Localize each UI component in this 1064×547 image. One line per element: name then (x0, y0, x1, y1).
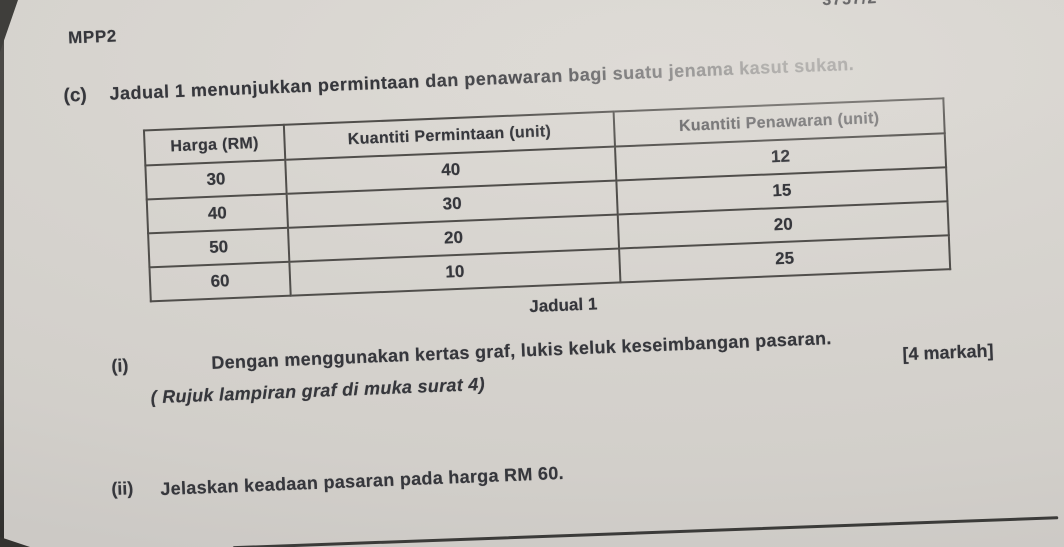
answer-line (232, 516, 1059, 547)
cell-harga: 60 (149, 261, 291, 302)
sub-question-ii-marker: (ii) (110, 478, 134, 500)
demand-supply-table: Harga (RM) Kuantiti Permintaan (unit) Ku… (143, 97, 951, 302)
cell-harga: 40 (146, 193, 288, 234)
sub-question-i-marker: (i) (110, 355, 129, 376)
marks-allocation: [4 markah] (902, 340, 994, 365)
cell-harga: 30 (145, 159, 287, 200)
sub-question-ii-text: Jelaskan keadaan pasaran pada harga RM 6… (159, 462, 565, 500)
question-c-marker: (c) (63, 84, 88, 107)
question-c-text: Jadual 1 menunjukkan permintaan dan pena… (109, 53, 855, 104)
graph-reference-note: ( Rujuk lampiran graf di muka surat 4) (150, 373, 486, 408)
jadual-1-table: Harga (RM) Kuantiti Permintaan (unit) Ku… (143, 97, 951, 302)
table-caption: Jadual 1 (528, 294, 598, 317)
paper-code-fragment: 3757/2 (822, 0, 878, 10)
sub-question-i-text: Dengan menggunakan kertas graf, lukis ke… (210, 328, 832, 373)
cell-harga: 50 (148, 227, 290, 268)
header-harga: Harga (RM) (143, 124, 286, 166)
module-code: MPP2 (67, 26, 118, 48)
photo-edge-left (0, 0, 4, 547)
